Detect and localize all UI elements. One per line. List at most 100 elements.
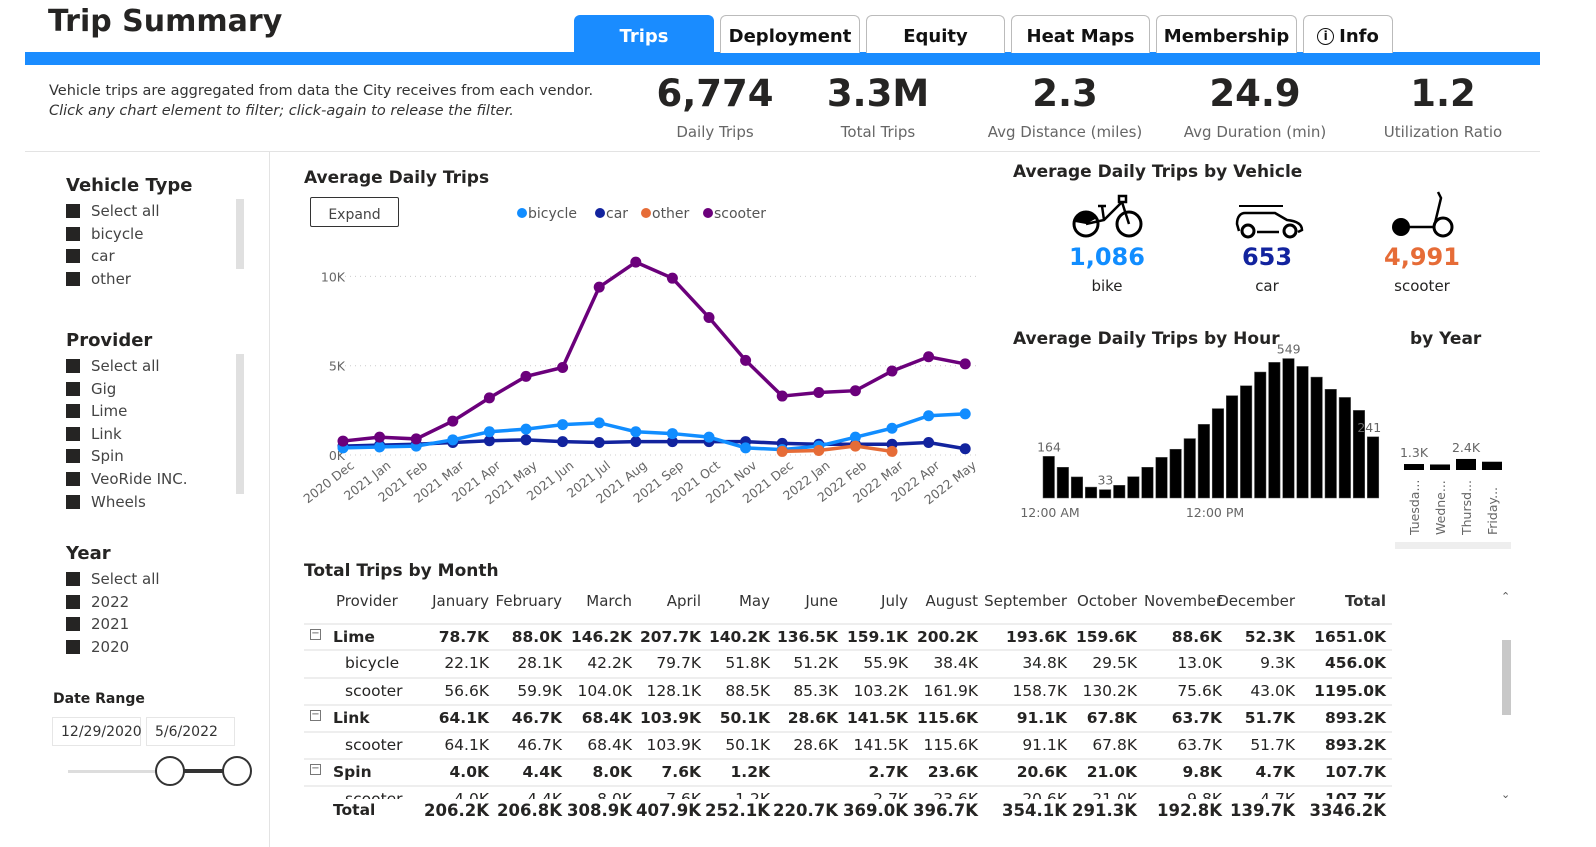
scooter-point[interactable] (666, 272, 678, 284)
hour-bar[interactable] (1042, 456, 1055, 499)
scooter-point[interactable] (630, 256, 642, 268)
bicycle-point[interactable] (593, 417, 605, 429)
tab-membership[interactable]: Membership (1156, 15, 1297, 53)
column-header[interactable]: July (881, 592, 908, 610)
tab-info[interactable]: i Info (1303, 15, 1393, 53)
legend-marker[interactable] (595, 208, 605, 218)
scroll-up-icon[interactable]: ⌃ (1501, 590, 1511, 603)
hour-bar[interactable] (1226, 395, 1239, 499)
date-end-input[interactable]: 5/6/2022 (146, 717, 235, 746)
bicycle-point[interactable] (740, 442, 752, 454)
hour-bar[interactable] (1338, 397, 1351, 499)
bicycle-point[interactable] (666, 428, 678, 440)
hour-bar[interactable] (1352, 410, 1365, 499)
scooter-point[interactable] (923, 351, 935, 363)
tab-deployment[interactable]: Deployment (720, 15, 860, 53)
expand-button[interactable]: Expand (310, 197, 399, 227)
legend-label[interactable]: bicycle (528, 206, 577, 222)
bicycle-line[interactable] (342, 412, 966, 452)
filter-option[interactable]: Select all (66, 201, 160, 221)
vehicle-type-scrollbar[interactable] (236, 199, 244, 269)
filter-option[interactable]: bicycle (66, 224, 143, 244)
bicycle-point[interactable] (557, 419, 569, 431)
scrollbar-thumb[interactable] (1502, 640, 1511, 715)
hour-bar[interactable] (1155, 457, 1168, 499)
car-point[interactable] (520, 434, 532, 446)
filter-option[interactable]: 2022 (66, 592, 129, 612)
hour-bar[interactable] (1169, 448, 1182, 499)
year-chart[interactable]: Tuesda... Wedne... Thursd... Friday... 1.3K 2… (1395, 420, 1515, 540)
column-header[interactable]: September (984, 592, 1067, 610)
scooter-point[interactable] (447, 415, 459, 427)
column-header[interactable]: Total (1345, 592, 1386, 610)
row-label[interactable]: scooter (345, 790, 403, 800)
bicycle-point[interactable] (374, 441, 386, 453)
weekday-bar[interactable] (1404, 464, 1424, 470)
provider-scrollbar[interactable] (236, 354, 244, 494)
column-header[interactable]: Provider (336, 592, 398, 610)
date-slider-start-handle[interactable] (155, 756, 185, 786)
hour-bar[interactable] (1324, 389, 1337, 499)
collapse-icon[interactable]: − (310, 709, 321, 721)
bicycle-point[interactable] (703, 431, 715, 443)
row-label[interactable]: scooter (345, 736, 403, 754)
scooter-point[interactable] (483, 392, 495, 404)
scooter-point[interactable] (557, 361, 569, 373)
column-header[interactable]: August (925, 592, 979, 610)
weekday-bar[interactable] (1456, 458, 1476, 470)
year-chart-scrollbar[interactable] (1395, 542, 1511, 549)
collapse-icon[interactable]: − (310, 628, 321, 640)
row-label[interactable]: bicycle (345, 654, 400, 672)
column-header[interactable]: May (738, 592, 770, 610)
weekday-bar[interactable] (1482, 461, 1502, 470)
tab-heat-maps[interactable]: Heat Maps (1011, 15, 1150, 53)
bicycle-point[interactable] (630, 426, 642, 438)
car-point[interactable] (630, 436, 642, 448)
hour-bar[interactable] (1197, 424, 1210, 499)
legend-marker[interactable] (517, 208, 527, 218)
scooter-line[interactable] (342, 260, 966, 443)
filter-option[interactable]: Select all (66, 356, 160, 376)
car-point[interactable] (593, 436, 605, 448)
hour-bar[interactable] (1085, 486, 1098, 499)
bicycle-point[interactable] (447, 434, 459, 446)
bicycle-point[interactable] (849, 431, 861, 443)
column-header[interactable]: April (666, 592, 701, 610)
legend-marker[interactable] (703, 208, 713, 218)
legend-label[interactable]: car (606, 206, 628, 222)
hour-bar[interactable] (1211, 408, 1224, 499)
hour-bar[interactable] (1310, 376, 1323, 499)
bicycle-point[interactable] (483, 426, 495, 438)
hour-bar[interactable] (1296, 366, 1309, 499)
filter-option[interactable]: Spin (66, 446, 124, 466)
other-point[interactable] (776, 445, 788, 457)
hour-bar[interactable] (1268, 362, 1281, 499)
filter-option[interactable]: Select all (66, 569, 160, 589)
hour-bar[interactable] (1099, 489, 1112, 499)
scroll-down-icon[interactable]: ⌄ (1501, 788, 1511, 801)
car-point[interactable] (959, 443, 971, 455)
column-header[interactable]: February (495, 592, 562, 610)
legend-label[interactable]: other (652, 206, 690, 222)
column-header[interactable]: March (586, 592, 632, 610)
filter-option[interactable]: Lime (66, 401, 127, 421)
car-line[interactable] (342, 438, 966, 451)
tab-trips[interactable]: Trips (574, 15, 714, 53)
scooter-point[interactable] (776, 390, 788, 402)
row-label[interactable]: Spin (333, 763, 372, 781)
scooter-point[interactable] (337, 435, 349, 447)
bicycle-point[interactable] (886, 422, 898, 434)
tab-equity[interactable]: Equity (866, 15, 1005, 53)
filter-option[interactable]: Gig (66, 379, 116, 399)
hour-bar[interactable] (1183, 438, 1196, 499)
hour-bar[interactable] (1367, 436, 1380, 499)
row-label[interactable]: Link (333, 709, 370, 727)
column-header[interactable]: December (1217, 592, 1295, 610)
other-point[interactable] (886, 445, 898, 457)
date-slider-end-handle[interactable] (222, 756, 252, 786)
column-header[interactable]: June (805, 592, 838, 610)
hour-bar[interactable] (1141, 467, 1154, 499)
other-line[interactable] (782, 444, 893, 454)
scooter-point[interactable] (886, 365, 898, 377)
